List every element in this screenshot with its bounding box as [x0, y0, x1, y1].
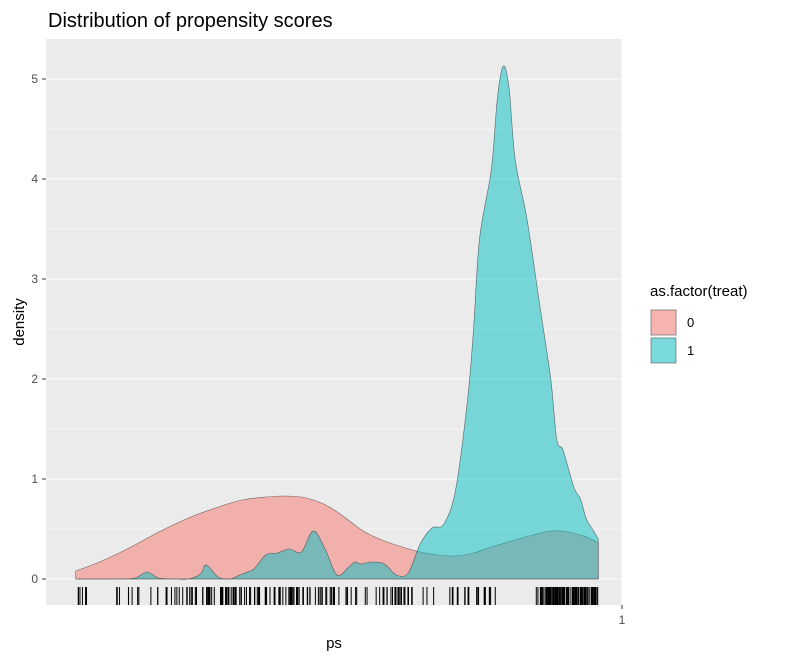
y-tick-label: 0: [31, 572, 38, 586]
y-axis: 0 1 2 3 4 5: [31, 72, 46, 586]
density-area-1: [75, 65, 599, 580]
legend-title: as.factor(treat): [650, 283, 748, 300]
chart-title: Distribution of propensity scores: [48, 10, 333, 32]
y-tick-label: 4: [31, 172, 38, 186]
y-tick-label: 3: [31, 272, 38, 286]
legend-items: 01: [650, 309, 694, 364]
y-axis-title: density: [11, 298, 28, 346]
legend-label-1: 1: [687, 343, 694, 358]
x-axis-title: ps: [326, 635, 342, 652]
legend-swatch-1: [650, 337, 677, 364]
legend-swatch-0: [650, 309, 677, 336]
rug-marks: [77, 587, 599, 605]
y-tick-label: 5: [31, 72, 38, 86]
x-axis: 1: [619, 605, 626, 627]
y-tick-label: 2: [31, 372, 38, 386]
y-tick-label: 1: [31, 472, 38, 486]
legend: as.factor(treat) 01: [650, 283, 748, 364]
x-tick-label: 1: [619, 613, 626, 627]
legend-label-0: 0: [687, 315, 694, 330]
density-areas: [75, 65, 599, 580]
